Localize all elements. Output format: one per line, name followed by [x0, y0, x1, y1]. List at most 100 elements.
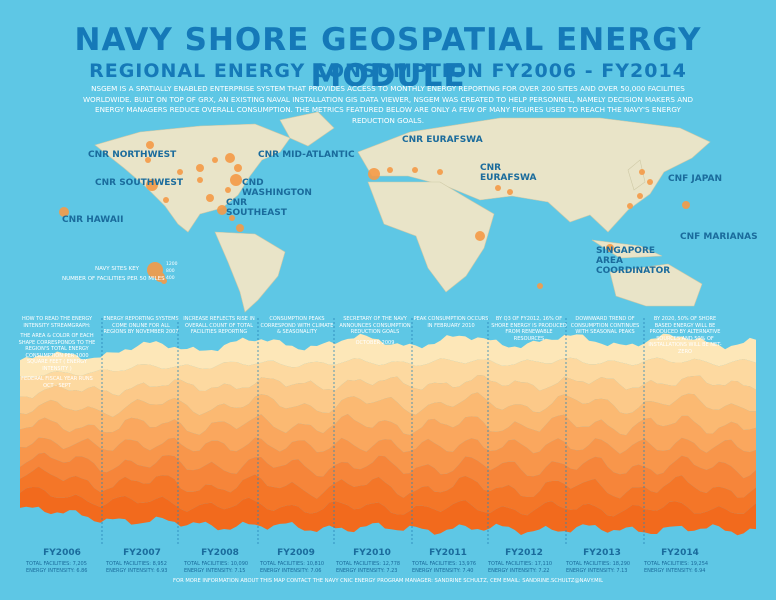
- year-block: FY2008 TOTAL FACILITIES: 10,090 ENERGY INT…: [180, 548, 260, 575]
- year-label: FY2010: [353, 548, 391, 558]
- footer: FOR MORE INFORMATION ABOUT THIS MAP CONT…: [173, 578, 603, 584]
- annotation: ENERGY REPORTING SYSTEMS COME ONLINE FOR…: [102, 316, 180, 340]
- annotation-text: BY 2020, 50% OF SHORE BASED ENERGY WILL …: [648, 316, 722, 355]
- site-dot: [507, 189, 513, 195]
- stream-layer: [20, 414, 756, 454]
- site-dot: [230, 174, 242, 186]
- year-facilities: TOTAL FACILITIES: 17,110: [488, 561, 553, 567]
- region-label: SINGAPORE AREA COORDINATOR: [596, 246, 671, 276]
- site-dot: [606, 244, 614, 252]
- year-facilities: TOTAL FACILITIES: 13,976: [412, 561, 477, 567]
- site-dot: [161, 278, 167, 284]
- annotation: HOW TO READ THE ENERGY INTENSITY STREAMG…: [18, 316, 96, 393]
- region-label: CNR MID-ATLANTIC: [258, 150, 355, 160]
- key-size: 1200: [166, 262, 178, 267]
- stream-layer: [20, 452, 756, 499]
- stream-layer: [20, 466, 756, 517]
- site-dot: [196, 164, 204, 172]
- site-dot: [647, 179, 653, 185]
- year-intensity: ENERGY INTENSITY: 7.13: [566, 568, 628, 574]
- year-facilities: TOTAL FACILITIES: 8,952: [106, 561, 167, 567]
- annotation: BY Q3 OF FY2012, 16% OF SHORE ENERGY IS …: [490, 316, 568, 346]
- annotation-text: THE AREA & COLOR OF EACH SHAPE CORRESPON…: [18, 333, 96, 372]
- site-dot: [163, 197, 169, 203]
- annotation-text: CONSUMPTION PEAKS CORRESPOND WITH CLIMAT…: [260, 316, 334, 335]
- region-label: CNR SOUTHEAST: [226, 198, 287, 218]
- site-dot: [387, 167, 393, 173]
- key-size: 400: [166, 276, 175, 281]
- year-intensity: ENERGY INTENSITY: 7.06: [260, 568, 322, 574]
- annotation: SECRETARY OF THE NAVY ANNOUNCES CONSUMPT…: [336, 316, 414, 350]
- year-label: FY2012: [505, 548, 543, 558]
- year-intensity: ENERGY INTENSITY: 7.40: [412, 568, 474, 574]
- year-label: FY2008: [201, 548, 239, 558]
- region-label: CNR HAWAII: [62, 215, 124, 225]
- site-dot: [495, 185, 501, 191]
- year-facilities: TOTAL FACILITIES: 7,205: [26, 561, 87, 567]
- site-dots: [59, 141, 690, 289]
- site-dot: [639, 169, 645, 175]
- year-intensity: ENERGY INTENSITY: 7.15: [184, 568, 246, 574]
- key-subtitle: NUMBER OF FACILITIES PER 50 MILES: [62, 276, 165, 282]
- stream-layer: [20, 357, 756, 399]
- site-dot: [437, 169, 443, 175]
- year-block: FY2006 TOTAL FACILITIES: 7,205 ENERGY INTE…: [22, 548, 102, 575]
- annotation: DOWNWARD TREND OF CONSUMPTION CONTINUES …: [566, 316, 644, 340]
- annotation-text: OCTOBER 2009: [355, 339, 395, 346]
- year-block: FY2014 TOTAL FACILITIES: 19,254 ENERGY INT…: [640, 548, 720, 575]
- site-dot: [146, 141, 154, 149]
- year-label: FY2011: [429, 548, 467, 558]
- annotation-text: DOWNWARD TREND OF CONSUMPTION CONTINUES …: [570, 316, 640, 335]
- region-label: CNR NORTHWEST: [88, 150, 177, 160]
- annotation: INCREASE REFLECTS RISE IN OVERALL COUNT …: [180, 316, 258, 340]
- year-label: FY2009: [277, 548, 315, 558]
- site-dot: [627, 203, 633, 209]
- annotation-text: BY Q3 OF FY2012, 16% OF SHORE ENERGY IS …: [491, 316, 567, 342]
- year-block: FY2010 TOTAL FACILITIES: 12,778 ENERGY INT…: [332, 548, 412, 575]
- key-title: NAVY SITES KEY: [95, 266, 140, 272]
- year-label: FY2014: [661, 548, 699, 558]
- region-label: CNF MARIANAS: [680, 232, 758, 242]
- year-intensity: ENERGY INTENSITY: 6.94: [644, 568, 706, 574]
- annotation-text: ENERGY REPORTING SYSTEMS COME ONLINE FOR…: [103, 316, 179, 335]
- region-label: CNF JAPAN: [668, 174, 722, 184]
- annotation-text: PEAK CONSUMPTION OCCURS IN FEBRUARY 2010: [413, 316, 489, 329]
- year-intensity: ENERGY INTENSITY: 6.93: [106, 568, 168, 574]
- site-dot: [212, 157, 218, 163]
- year-facilities: TOTAL FACILITIES: 18,290: [566, 561, 631, 567]
- year-dividers: [101, 318, 645, 545]
- streamgraph: [20, 333, 756, 536]
- site-dot: [234, 164, 242, 172]
- year-intensity: ENERGY INTENSITY: 7.22: [488, 568, 550, 574]
- site-dot: [637, 193, 643, 199]
- site-dot: [146, 179, 158, 191]
- stream-layer: [20, 333, 756, 378]
- site-dot: [225, 187, 231, 193]
- annotation: PEAK CONSUMPTION OCCURS IN FEBRUARY 2010: [412, 316, 490, 333]
- year-facilities: TOTAL FACILITIES: 10,810: [260, 561, 325, 567]
- site-dot: [177, 169, 183, 175]
- region-label: CNR SOUTHWEST: [95, 178, 184, 188]
- site-dot: [225, 153, 235, 163]
- year-block: FY2007 TOTAL FACILITIES: 8,952 ENERGY INTE…: [102, 548, 182, 575]
- site-dot: [412, 167, 418, 173]
- key-size: 800: [166, 269, 175, 274]
- annotation: CONSUMPTION PEAKS CORRESPOND WITH CLIMAT…: [258, 316, 336, 340]
- title: NAVY SHORE GEOSPATIAL ENERGY MODULE: [74, 22, 702, 94]
- site-dot: [206, 194, 214, 202]
- stream-layer: [20, 487, 756, 536]
- year-label: FY2007: [123, 548, 161, 558]
- stream-layer: [20, 375, 756, 417]
- region-label: CND WASHINGTON: [242, 178, 312, 198]
- site-dot: [682, 201, 690, 209]
- site-dot: [59, 207, 69, 217]
- year-intensity: ENERGY INTENSITY: 7.23: [336, 568, 398, 574]
- year-facilities: TOTAL FACILITIES: 12,778: [336, 561, 401, 567]
- year-label: FY2013: [583, 548, 621, 558]
- site-dot: [368, 168, 380, 180]
- site-dot: [236, 224, 244, 232]
- stream-layer: [20, 392, 756, 436]
- site-dot: [197, 177, 203, 183]
